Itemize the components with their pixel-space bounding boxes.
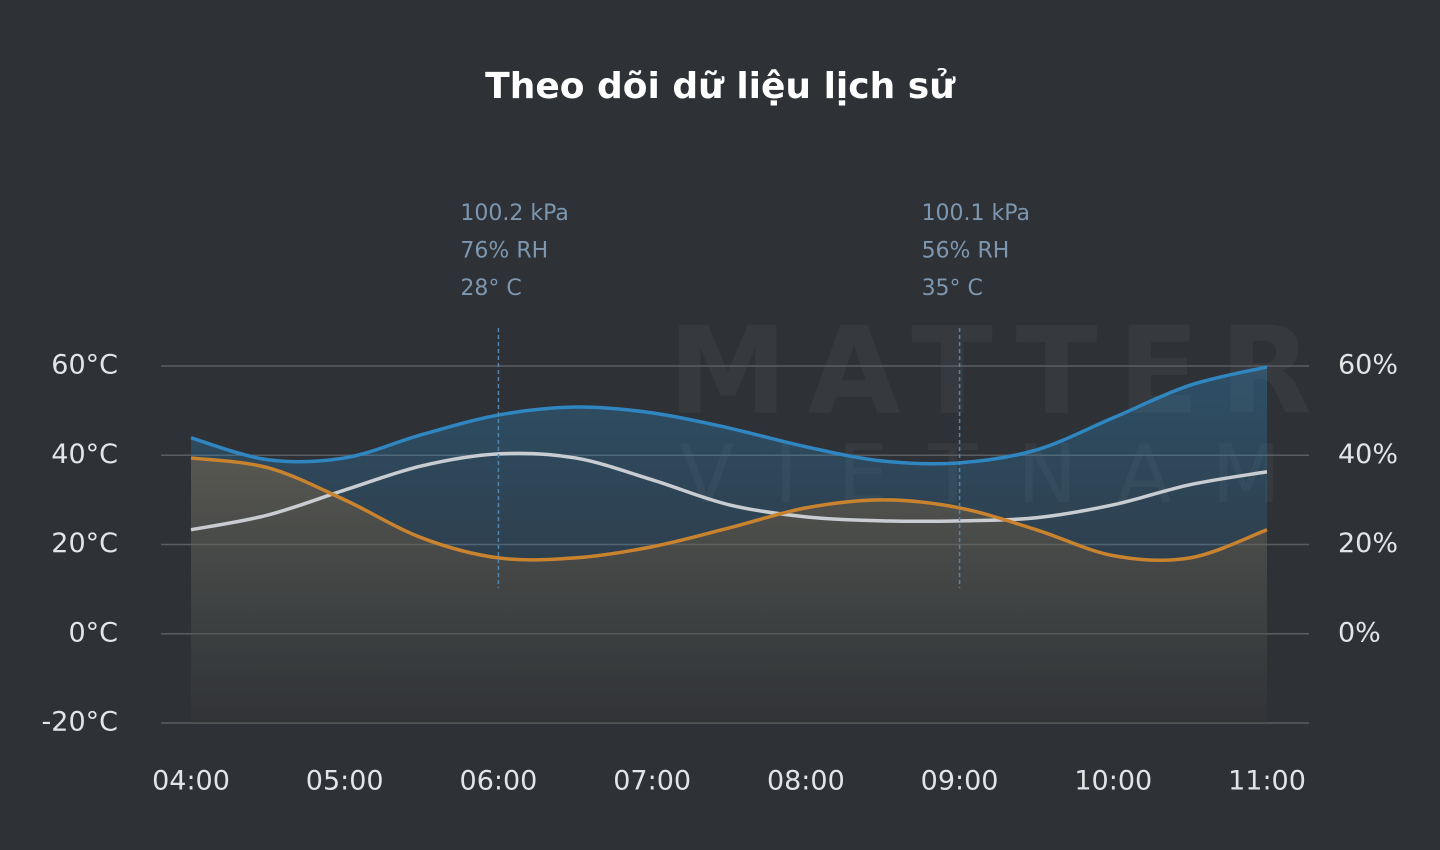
y2-tick-label: 0% <box>1338 617 1381 648</box>
y2-tick-label: 60% <box>1338 350 1398 381</box>
series-line <box>190 365 1268 466</box>
annotation-text: 28° C <box>460 276 521 301</box>
annotation-text: 76% RH <box>460 239 548 264</box>
y-tick-label: 20°C <box>51 528 118 559</box>
y-tick-label: -20°C <box>42 707 118 738</box>
x-tick-label: 09:00 <box>921 766 999 797</box>
y2-tick-label: 40% <box>1338 439 1398 470</box>
x-tick-label: 06:00 <box>460 766 538 797</box>
x-tick-label: 07:00 <box>613 766 691 797</box>
x-tick-label: 04:00 <box>152 766 230 797</box>
chart-title: Theo dõi dữ liệu lịch sử <box>485 66 956 107</box>
y2-tick-label: 20% <box>1338 528 1398 559</box>
series-line <box>190 456 1268 563</box>
y-tick-label: 60°C <box>51 350 118 381</box>
annotation-text: 100.1 kPa <box>922 201 1030 226</box>
x-tick-label: 11:00 <box>1228 766 1306 797</box>
x-tick-label: 05:00 <box>306 766 384 797</box>
series-area <box>191 457 1267 723</box>
y-tick-label: 40°C <box>51 439 118 470</box>
annotation-text: 100.2 kPa <box>460 201 568 226</box>
x-tick-label: 08:00 <box>767 766 845 797</box>
series-line <box>190 451 1268 532</box>
annotation-text: 56% RH <box>922 239 1010 264</box>
annotation-text: 35° C <box>922 276 983 301</box>
y-tick-label: 0°C <box>68 617 118 648</box>
x-tick-label: 10:00 <box>1074 766 1152 797</box>
